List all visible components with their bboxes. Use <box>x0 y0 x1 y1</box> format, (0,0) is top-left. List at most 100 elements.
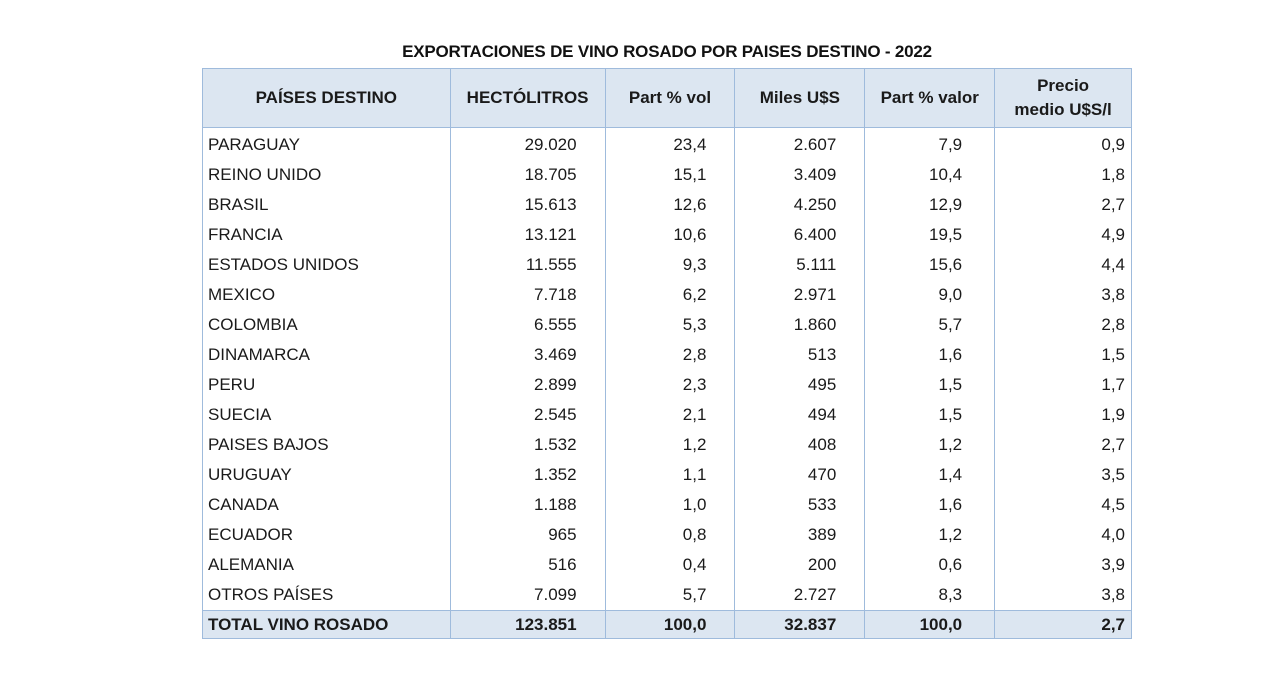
part-valor-cell: 9,0 <box>864 280 996 310</box>
table-row: COLOMBIA 6.555 5,3 1.860 5,7 2,8 <box>202 310 1132 340</box>
country-cell: PAISES BAJOS <box>202 430 451 460</box>
col-header-hectolitros: HECTÓLITROS <box>449 68 606 128</box>
col-header-paises: PAÍSES DESTINO <box>202 68 451 128</box>
hectolitros-cell: 2.545 <box>449 400 606 430</box>
part-vol-cell: 1,0 <box>604 490 736 520</box>
total-miles-uss: 32.837 <box>734 610 866 639</box>
hectolitros-cell: 13.121 <box>449 220 606 250</box>
country-cell: DINAMARCA <box>202 340 451 370</box>
part-vol-cell: 6,2 <box>604 280 736 310</box>
col-header-miles-uss: Miles U$S <box>734 68 866 128</box>
table-row: ECUADOR 965 0,8 389 1,2 4,0 <box>202 520 1132 550</box>
hectolitros-cell: 1.532 <box>449 430 606 460</box>
total-part-vol: 100,0 <box>604 610 736 639</box>
country-cell: REINO UNIDO <box>202 160 451 190</box>
country-cell: BRASIL <box>202 190 451 220</box>
table-title: EXPORTACIONES DE VINO ROSADO POR PAISES … <box>402 42 932 61</box>
part-vol-cell: 1,1 <box>604 460 736 490</box>
country-cell: OTROS PAÍSES <box>202 580 451 611</box>
miles-uss-cell: 2.607 <box>734 127 866 160</box>
part-vol-cell: 9,3 <box>604 250 736 280</box>
col-header-precio-medio: Precio medio U$S/l <box>994 68 1132 128</box>
precio-medio-cell: 2,7 <box>994 430 1132 460</box>
col-header-precio-line1: Precio <box>1037 76 1090 95</box>
table-row: BRASIL 15.613 12,6 4.250 12,9 2,7 <box>202 190 1132 220</box>
hectolitros-cell: 6.555 <box>449 310 606 340</box>
col-header-part-valor: Part % valor <box>864 68 996 128</box>
part-valor-cell: 1,2 <box>864 430 996 460</box>
table-row: PARAGUAY 29.020 23,4 2.607 7,9 0,9 <box>202 127 1132 160</box>
table-row: FRANCIA 13.121 10,6 6.400 19,5 4,9 <box>202 220 1132 250</box>
part-vol-cell: 2,8 <box>604 340 736 370</box>
precio-medio-cell: 4,9 <box>994 220 1132 250</box>
table-row: MEXICO 7.718 6,2 2.971 9,0 3,8 <box>202 280 1132 310</box>
miles-uss-cell: 5.111 <box>734 250 866 280</box>
miles-uss-cell: 533 <box>734 490 866 520</box>
miles-uss-cell: 513 <box>734 340 866 370</box>
part-vol-cell: 0,8 <box>604 520 736 550</box>
precio-medio-cell: 4,0 <box>994 520 1132 550</box>
part-vol-cell: 5,7 <box>604 580 736 611</box>
miles-uss-cell: 408 <box>734 430 866 460</box>
precio-medio-cell: 0,9 <box>994 127 1132 160</box>
precio-medio-cell: 1,9 <box>994 400 1132 430</box>
precio-medio-cell: 3,8 <box>994 280 1132 310</box>
hectolitros-cell: 3.469 <box>449 340 606 370</box>
miles-uss-cell: 200 <box>734 550 866 580</box>
country-cell: PERU <box>202 370 451 400</box>
table-row: PAISES BAJOS 1.532 1,2 408 1,2 2,7 <box>202 430 1132 460</box>
miles-uss-cell: 2.727 <box>734 580 866 611</box>
part-vol-cell: 15,1 <box>604 160 736 190</box>
miles-uss-cell: 389 <box>734 520 866 550</box>
precio-medio-cell: 1,8 <box>994 160 1132 190</box>
total-label: TOTAL VINO ROSADO <box>202 610 451 639</box>
part-valor-cell: 1,6 <box>864 490 996 520</box>
hectolitros-cell: 7.099 <box>449 580 606 611</box>
precio-medio-cell: 3,5 <box>994 460 1132 490</box>
part-valor-cell: 7,9 <box>864 127 996 160</box>
part-vol-cell: 0,4 <box>604 550 736 580</box>
part-valor-cell: 1,5 <box>864 400 996 430</box>
country-cell: FRANCIA <box>202 220 451 250</box>
precio-medio-cell: 1,7 <box>994 370 1132 400</box>
country-cell: ECUADOR <box>202 520 451 550</box>
table-row: ESTADOS UNIDOS 11.555 9,3 5.111 15,6 4,4 <box>202 250 1132 280</box>
hectolitros-cell: 18.705 <box>449 160 606 190</box>
table-row: PERU 2.899 2,3 495 1,5 1,7 <box>202 370 1132 400</box>
part-valor-cell: 1,2 <box>864 520 996 550</box>
precio-medio-cell: 1,5 <box>994 340 1132 370</box>
part-vol-cell: 2,1 <box>604 400 736 430</box>
part-vol-cell: 10,6 <box>604 220 736 250</box>
hectolitros-cell: 965 <box>449 520 606 550</box>
part-valor-cell: 15,6 <box>864 250 996 280</box>
country-cell: MEXICO <box>202 280 451 310</box>
hectolitros-cell: 7.718 <box>449 280 606 310</box>
part-vol-cell: 1,2 <box>604 430 736 460</box>
part-vol-cell: 2,3 <box>604 370 736 400</box>
hectolitros-cell: 1.188 <box>449 490 606 520</box>
col-header-part-vol: Part % vol <box>604 68 736 128</box>
miles-uss-cell: 2.971 <box>734 280 866 310</box>
part-valor-cell: 1,4 <box>864 460 996 490</box>
precio-medio-cell: 4,4 <box>994 250 1132 280</box>
part-valor-cell: 1,6 <box>864 340 996 370</box>
precio-medio-cell: 2,8 <box>994 310 1132 340</box>
country-cell: URUGUAY <box>202 460 451 490</box>
table-row: REINO UNIDO 18.705 15,1 3.409 10,4 1,8 <box>202 160 1132 190</box>
part-vol-cell: 12,6 <box>604 190 736 220</box>
part-vol-cell: 5,3 <box>604 310 736 340</box>
miles-uss-cell: 4.250 <box>734 190 866 220</box>
hectolitros-cell: 2.899 <box>449 370 606 400</box>
part-valor-cell: 5,7 <box>864 310 996 340</box>
part-valor-cell: 1,5 <box>864 370 996 400</box>
hectolitros-cell: 11.555 <box>449 250 606 280</box>
table-row: CANADA 1.188 1,0 533 1,6 4,5 <box>202 490 1132 520</box>
table-row: OTROS PAÍSES 7.099 5,7 2.727 8,3 3,8 <box>202 580 1132 611</box>
country-cell: ALEMANIA <box>202 550 451 580</box>
table-row: URUGUAY 1.352 1,1 470 1,4 3,5 <box>202 460 1132 490</box>
miles-uss-cell: 495 <box>734 370 866 400</box>
hectolitros-cell: 15.613 <box>449 190 606 220</box>
miles-uss-cell: 470 <box>734 460 866 490</box>
miles-uss-cell: 494 <box>734 400 866 430</box>
country-cell: PARAGUAY <box>202 127 451 160</box>
